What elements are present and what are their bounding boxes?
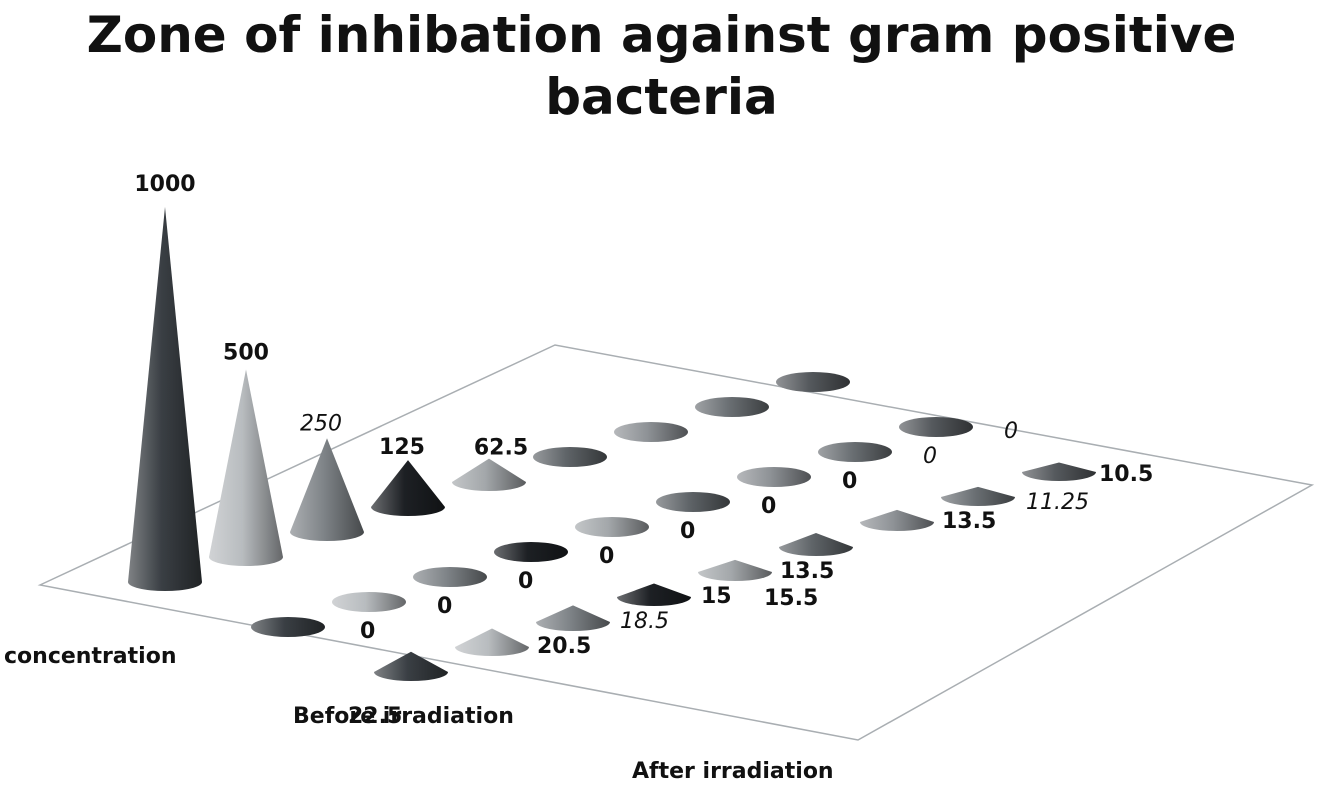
- chart-title-line-1: Zone of inhibation against gram positive: [86, 6, 1237, 64]
- cone-2-3: [617, 583, 691, 606]
- title-block: Zone of inhibation against gram positive…: [0, 0, 1323, 128]
- disc-shape: [656, 492, 730, 512]
- cone-0-8: [776, 372, 850, 392]
- cone-1-5: [656, 492, 730, 512]
- axis-label: After irradiation: [632, 759, 834, 784]
- cone-shape: [617, 583, 691, 606]
- data-label: 10.5: [1099, 462, 1153, 487]
- disc-shape: [413, 567, 487, 587]
- chart-title: Zone of inhibation against gram positive…: [0, 0, 1323, 128]
- disc-shape: [776, 372, 850, 392]
- data-label: 15.5: [764, 586, 818, 611]
- cone-0-4: [452, 458, 526, 491]
- cone-1-2: [413, 567, 487, 587]
- cone-shape: [536, 605, 610, 631]
- disc-shape: [332, 592, 406, 612]
- disc-shape: [494, 542, 568, 562]
- data-label: 0: [761, 494, 776, 519]
- disc-shape: [614, 422, 688, 442]
- cone-1-8: [899, 417, 973, 437]
- cone-2-1: [455, 628, 529, 656]
- data-label: 18.5: [620, 609, 669, 634]
- cone-2-5: [779, 533, 853, 556]
- cone-0-6: [614, 422, 688, 442]
- cone-shape: [290, 438, 364, 541]
- cone-0-2: [290, 438, 364, 541]
- disc-shape: [695, 397, 769, 417]
- data-label: 0: [680, 519, 695, 544]
- chart-title-line-2: bacteria: [545, 68, 778, 126]
- data-label: 62.5: [474, 436, 528, 461]
- cone-shape: [128, 207, 202, 591]
- data-label: 0: [1004, 419, 1018, 444]
- cone-shape: [452, 458, 526, 491]
- cone-2-0: [374, 651, 448, 681]
- disc-shape: [533, 447, 607, 467]
- cone-shape: [779, 533, 853, 556]
- cone-0-3: [371, 460, 445, 516]
- disc-shape: [737, 467, 811, 487]
- cone-shape: [698, 559, 772, 581]
- cone-2-2: [536, 605, 610, 631]
- data-label: 0: [437, 594, 452, 619]
- data-label: 250: [300, 411, 342, 436]
- data-label: 0: [923, 444, 937, 469]
- data-label: 15: [701, 584, 732, 609]
- axis-labels: concentration Before irradiation After irr…: [4, 644, 834, 784]
- chart-marks: 0 0 10.5 0 62.5 11.25 0 125 13.5 0 250 15.5 0 500 13.5…: [128, 172, 1153, 729]
- cone-2-8: [1022, 462, 1096, 481]
- data-label: 500: [223, 341, 269, 366]
- cone-0-5: [533, 447, 607, 467]
- data-label: 13.5: [780, 559, 834, 584]
- disc-shape: [575, 517, 649, 537]
- cone-shape: [455, 628, 529, 656]
- cone-2-4: [698, 559, 772, 581]
- cone-shape: [1022, 462, 1096, 481]
- data-label: 1000: [134, 172, 195, 197]
- disc-shape: [899, 417, 973, 437]
- cone-1-7: [818, 442, 892, 462]
- cone-shape: [371, 460, 445, 516]
- cone-1-1: [332, 592, 406, 612]
- data-label: 20.5: [537, 634, 591, 659]
- disc-shape: [251, 617, 325, 637]
- axis-label: concentration: [4, 644, 177, 669]
- cone-shape: [374, 651, 448, 681]
- cone-0-1: [209, 369, 283, 566]
- cone-1-6: [737, 467, 811, 487]
- data-label: 0: [360, 619, 375, 644]
- data-label: 0: [518, 569, 533, 594]
- cone-shape: [941, 486, 1015, 506]
- cone-1-3: [494, 542, 568, 562]
- cone-1-0: [251, 617, 325, 637]
- data-label: 11.25: [1026, 490, 1089, 515]
- cone-0-0: [128, 207, 202, 591]
- axis-label: Before irradiation: [293, 704, 514, 729]
- cone-2-7: [941, 486, 1015, 506]
- data-label: 22.5: [348, 704, 402, 729]
- chart-floor: [37, 344, 1315, 741]
- cone-shape: [209, 369, 283, 566]
- cone-0-7: [695, 397, 769, 417]
- cone-shape: [860, 509, 934, 531]
- cone-2-6: [860, 509, 934, 531]
- data-label: 0: [599, 544, 614, 569]
- data-label: 125: [379, 435, 425, 460]
- data-label: 0: [842, 469, 857, 494]
- cone-1-4: [575, 517, 649, 537]
- disc-shape: [818, 442, 892, 462]
- data-label: 13.5: [942, 509, 996, 534]
